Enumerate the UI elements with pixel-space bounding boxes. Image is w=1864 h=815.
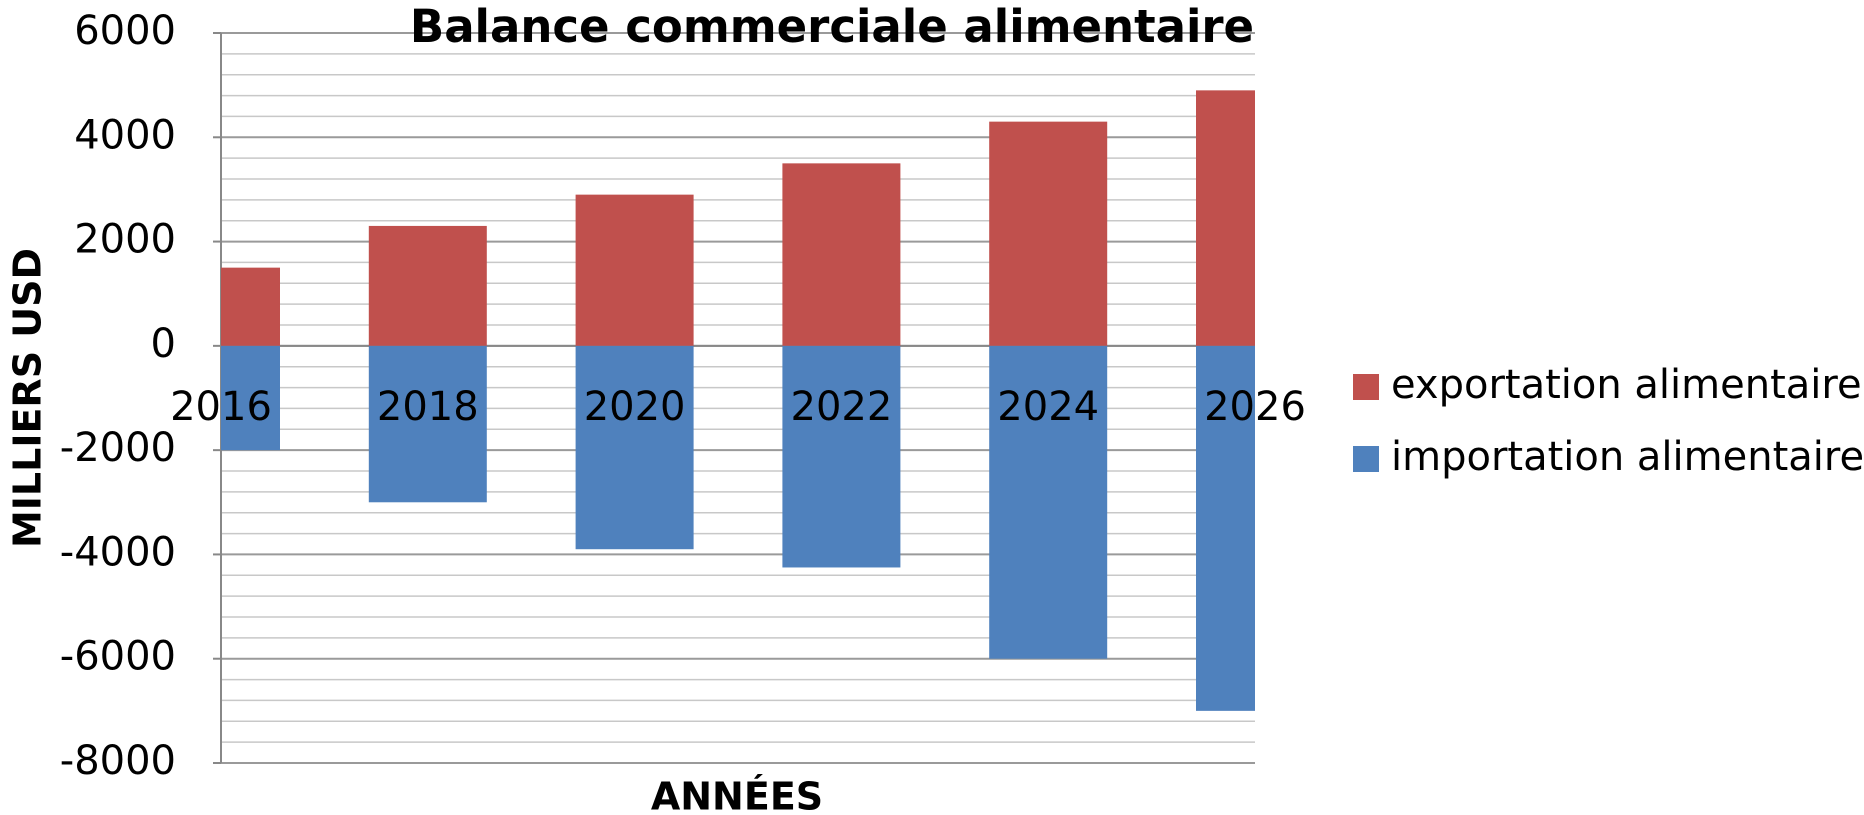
bar [575,194,694,346]
bars [221,90,1255,711]
legend-label: exportation alimentaire [1391,362,1862,408]
bar [989,345,1108,659]
bar [782,163,901,346]
bar [575,345,694,550]
legend-swatch [1353,446,1379,472]
y-tick-label: -4000 [60,529,176,575]
labels: -8000 -6000 -4000 -2000 0 2000 4000 6000 2016 201… [60,8,1864,784]
y-tick-label: -8000 [60,738,176,784]
bar [989,121,1108,346]
x-tick-label: 2026 [1204,384,1306,430]
y-tick-label: 2000 [74,217,176,263]
legend-swatch [1353,374,1379,400]
x-tick-label: 2018 [377,384,479,430]
y-tick-label: -2000 [60,425,176,471]
bar [1196,90,1255,346]
bar [782,345,901,568]
bar [368,225,487,346]
y-tick-label: 0 [151,321,176,367]
x-tick-label: 2024 [997,384,1099,430]
legend-label: importation alimentaire [1391,434,1864,480]
y-tick-label: 4000 [74,112,176,158]
y-tick-label: 6000 [74,8,176,54]
y-tick-label: -6000 [60,634,176,680]
bar [1196,345,1255,711]
y-axis-title: MILLIERS USD [6,248,50,548]
x-tick-label: 2020 [584,384,686,430]
x-axis-title: ANNÉES [651,775,823,815]
bar [368,345,487,503]
x-tick-label: 2016 [170,384,272,430]
chart-title: Balance commerciale alimentaire [410,0,1254,53]
x-tick-label: 2022 [791,384,893,430]
bar [221,267,280,346]
bar [221,345,280,451]
